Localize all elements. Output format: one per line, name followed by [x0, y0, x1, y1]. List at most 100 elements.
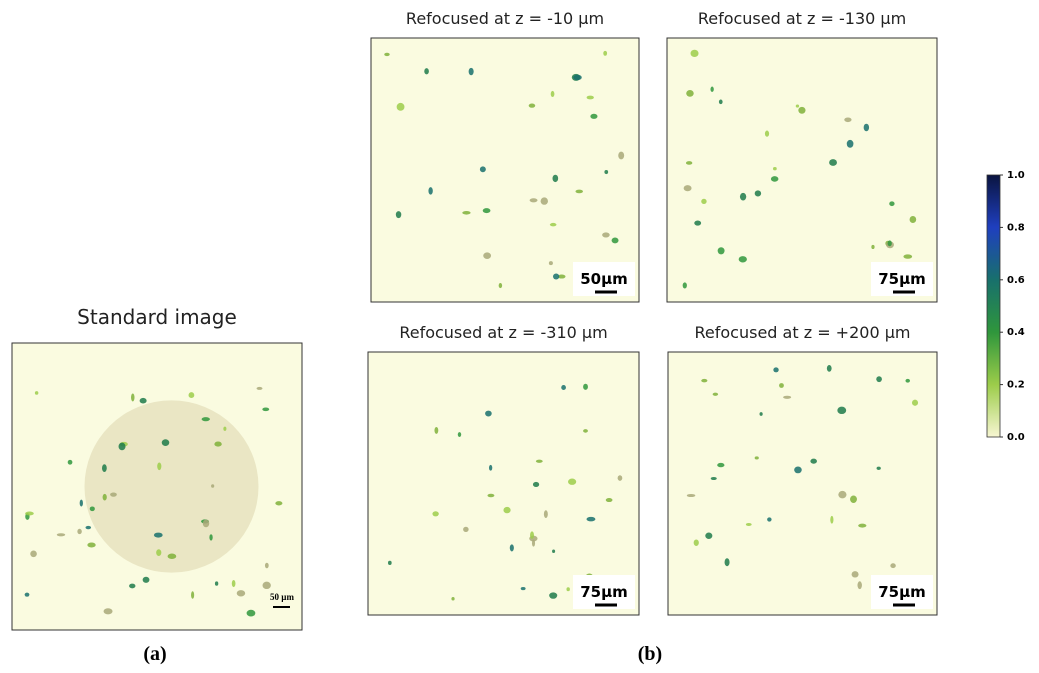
image-feature: [223, 427, 226, 431]
image-feature: [157, 463, 161, 471]
image-feature: [871, 245, 874, 249]
image-feature: [890, 563, 895, 568]
image-feature: [710, 87, 713, 92]
image-feature: [521, 587, 526, 590]
colorbar: [987, 175, 1000, 437]
image-feature: [549, 592, 557, 598]
scale-bar-label: 50µm: [580, 270, 628, 288]
image-feature: [687, 494, 696, 497]
image-feature: [701, 199, 706, 204]
image-feature: [551, 91, 555, 97]
image-feature: [480, 166, 486, 172]
image-feature: [618, 152, 624, 160]
image-feature: [191, 591, 194, 599]
image-feature: [110, 493, 117, 497]
image-feature: [25, 512, 34, 516]
panel-title: Refocused at z = +200 µm: [695, 323, 911, 342]
scale-bar-label: 50 µm: [270, 592, 294, 602]
image-feature: [532, 540, 535, 547]
colorbar-tick-label: 0.0: [1007, 432, 1025, 443]
image-haze: [85, 400, 259, 572]
image-feature: [263, 582, 271, 589]
image-feature: [798, 107, 805, 114]
image-feature: [104, 608, 113, 614]
image-feature: [583, 384, 588, 390]
image-feature: [550, 223, 557, 227]
image-feature: [612, 237, 619, 243]
image-feature: [434, 427, 438, 434]
image-feature: [102, 464, 107, 472]
image-feature: [503, 507, 510, 513]
image-feature: [587, 517, 596, 522]
image-feature: [544, 510, 548, 518]
image-feature: [810, 459, 817, 464]
image-feature: [568, 479, 576, 485]
image-feature: [485, 411, 492, 417]
image-feature: [857, 581, 861, 589]
image-feature: [889, 201, 894, 206]
image-feature: [489, 465, 492, 471]
scale-bar-label: 75µm: [878, 270, 926, 288]
image-feature: [755, 456, 759, 459]
panel-title: Refocused at z = -10 µm: [406, 9, 604, 28]
image-feature: [604, 170, 608, 174]
image-feature: [396, 211, 401, 218]
panel-title: Standard image: [77, 305, 237, 329]
panel-title: Refocused at z = -130 µm: [698, 9, 906, 28]
image-feature: [852, 571, 859, 577]
image-feature: [830, 516, 833, 524]
image-feature: [232, 580, 236, 587]
image-feature: [713, 393, 718, 396]
image-feature: [257, 387, 263, 390]
image-feature: [566, 587, 569, 591]
image-feature: [552, 175, 558, 182]
image-feature: [903, 254, 912, 258]
image-feature: [552, 549, 555, 553]
image-feature: [794, 467, 802, 474]
image-feature: [215, 581, 218, 585]
figure: Standard image (a) (b) 50 µm Refocused at…: [0, 0, 1039, 673]
image-feature: [905, 379, 909, 383]
image-feature: [683, 282, 687, 288]
image-feature: [858, 524, 866, 528]
image-feature: [25, 593, 30, 597]
image-feature: [384, 53, 389, 56]
caption: (a): [143, 643, 166, 665]
image-feature: [684, 185, 692, 191]
image-feature: [499, 283, 502, 288]
scale-bar-label: 75µm: [878, 583, 926, 601]
image-feature: [90, 506, 95, 511]
image-feature: [487, 494, 494, 498]
image-feature: [910, 216, 917, 223]
scale-bar-label: 75µm: [580, 583, 628, 601]
image-feature: [143, 577, 150, 583]
image-feature: [829, 159, 837, 166]
image-feature: [575, 190, 583, 194]
image-feature: [85, 526, 91, 529]
image-feature: [432, 511, 438, 516]
image-feature: [265, 563, 269, 569]
image-feature: [590, 114, 597, 119]
image-feature: [168, 554, 177, 559]
image-feature: [533, 482, 539, 487]
image-feature: [602, 232, 610, 237]
image-feature: [140, 398, 147, 404]
image-feature: [553, 274, 559, 280]
image-feature: [119, 443, 126, 451]
colorbar-tick-label: 0.2: [1007, 380, 1025, 391]
image-feature: [773, 167, 777, 170]
image-feature: [864, 124, 869, 132]
image-feature: [189, 392, 195, 398]
image-feature: [719, 100, 723, 105]
caption: (b): [638, 643, 662, 665]
image-feature: [462, 211, 470, 215]
image-feature: [773, 367, 778, 372]
image-feature: [131, 393, 134, 401]
image-feature: [583, 429, 588, 433]
image-feature: [202, 417, 210, 421]
image-feature: [35, 391, 38, 395]
image-feature: [686, 90, 694, 97]
image-feature: [705, 533, 712, 539]
image-feature: [388, 561, 392, 565]
image-feature: [451, 597, 454, 601]
